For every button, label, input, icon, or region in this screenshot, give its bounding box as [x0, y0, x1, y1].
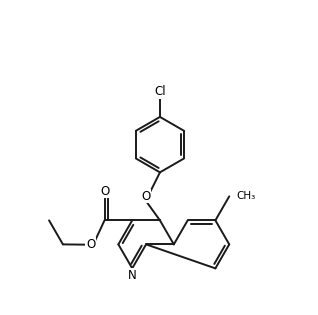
Text: O: O	[86, 238, 95, 251]
Text: O: O	[100, 185, 109, 198]
Text: CH₃: CH₃	[236, 191, 255, 201]
Text: N: N	[128, 269, 137, 282]
Text: O: O	[142, 190, 151, 203]
Text: Cl: Cl	[154, 85, 166, 98]
